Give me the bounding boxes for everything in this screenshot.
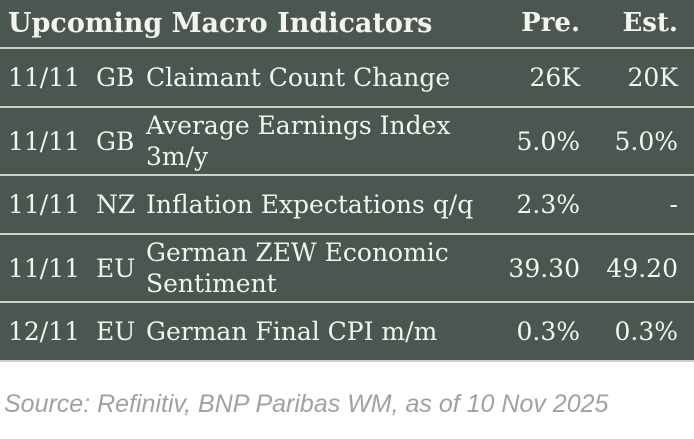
table-row: 11/11 EU German ZEW Economic Sentiment 3… <box>0 235 694 303</box>
table-title: Upcoming Macro Indicators <box>8 8 433 39</box>
row-indicator: German Final CPI m/m <box>146 317 438 346</box>
source-note: Source: Refinitiv, BNP Paribas WM, as of… <box>4 390 609 418</box>
row-indicator: Claimant Count Change <box>146 63 451 92</box>
row-est-value: 20K <box>627 63 679 92</box>
column-header-pre: Pre. <box>521 8 580 38</box>
row-country: GB <box>96 126 135 156</box>
row-indicator: Average Earnings Index 3m/y <box>146 111 451 171</box>
row-pre-value: 2.3% <box>516 190 580 219</box>
row-est-value: 0.3% <box>614 317 678 346</box>
row-pre-value: 0.3% <box>516 317 580 346</box>
row-est-value: 49.20 <box>606 253 678 283</box>
table-row: 11/11 GB Claimant Count Change 26K 20K <box>0 49 694 108</box>
row-indicator: Inflation Expectations q/q <box>146 190 474 219</box>
table-row: 11/11 NZ Inflation Expectations q/q 2.3%… <box>0 176 694 235</box>
row-date: 11/11 <box>8 190 81 219</box>
row-date: 12/11 <box>8 317 81 346</box>
table-row: 12/11 EU German Final CPI m/m 0.3% 0.3% <box>0 303 694 362</box>
row-country: GB <box>96 63 135 92</box>
row-pre-value: 26K <box>529 63 581 92</box>
row-pre-value: 39.30 <box>508 253 580 283</box>
row-est-value: 5.0% <box>614 126 678 156</box>
macro-indicators-table: Upcoming Macro Indicators Pre. Est. 11/1… <box>0 0 694 362</box>
row-pre-value: 5.0% <box>516 126 580 156</box>
row-country: EU <box>96 253 136 283</box>
row-country: EU <box>96 317 136 346</box>
column-header-est: Est. <box>622 8 678 38</box>
row-date: 11/11 <box>8 126 81 156</box>
row-country: NZ <box>96 190 136 219</box>
table-row: 11/11 GB Average Earnings Index 3m/y 5.0… <box>0 108 694 176</box>
row-date: 11/11 <box>8 253 81 283</box>
row-est-value: - <box>669 190 678 219</box>
table-header-row: Upcoming Macro Indicators Pre. Est. <box>0 0 694 49</box>
row-date: 11/11 <box>8 63 81 92</box>
row-indicator: German ZEW Economic Sentiment <box>146 238 449 298</box>
